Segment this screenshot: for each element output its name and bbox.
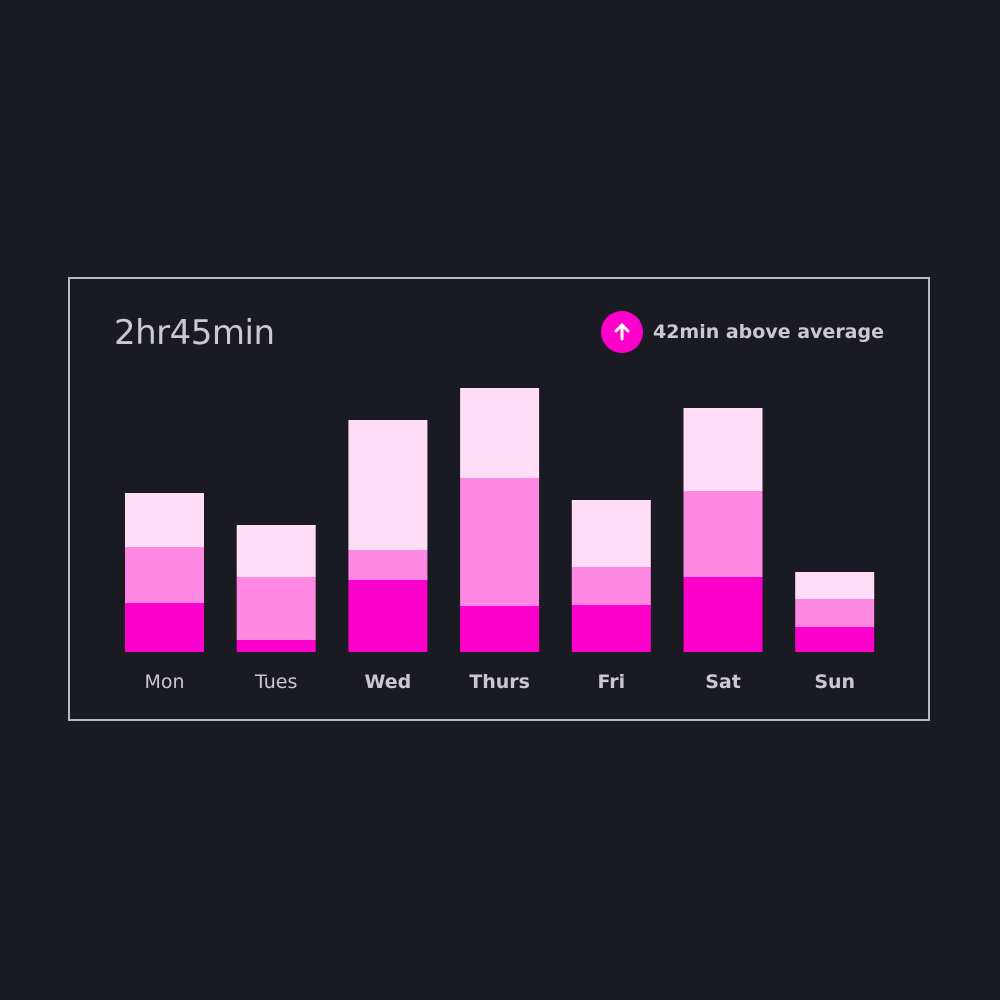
day-label-wed: Wed — [365, 671, 412, 693]
bar-fri-segment-2 — [571, 567, 651, 605]
day-label-mon: Mon — [144, 671, 184, 693]
day-label-thurs: Thurs — [469, 671, 530, 693]
bar-sat-segment-2 — [683, 491, 763, 577]
bar-wed-segment-2 — [348, 550, 428, 580]
bar-fri-segment-3 — [571, 500, 651, 567]
comparison-badge: 42min above average — [600, 311, 884, 353]
bar-thurs-segment-3 — [460, 388, 540, 478]
bar-sun-segment-3 — [795, 572, 875, 599]
bar-mon-segment-3 — [125, 493, 204, 547]
stacked-bar-chart: Mon Tues Wed Thurs Fri Sat Sun — [125, 388, 875, 693]
bar-tues-segment-1 — [236, 640, 316, 652]
bar-tues-segment-2 — [236, 577, 316, 640]
bar-sat-segment-3 — [683, 408, 763, 491]
bar-sun-segment-2 — [795, 599, 875, 627]
bar-wed-segment-1 — [348, 580, 428, 652]
day-label-fri: Fri — [597, 671, 625, 693]
total-time: 2hr45min — [114, 313, 275, 353]
bar-fri-segment-1 — [571, 605, 651, 652]
day-label-tues: Tues — [254, 671, 297, 693]
bar-mon-segment-1 — [125, 603, 204, 652]
day-label-sat: Sat — [705, 671, 741, 693]
chart-card: 2hr45min 42min above average Mon Tues Wed T… — [68, 277, 930, 721]
arrow-up-icon — [600, 311, 643, 353]
bar-sat-segment-1 — [683, 577, 763, 652]
bar-thurs-segment-1 — [460, 606, 540, 652]
arrow-up-glyph — [614, 323, 630, 341]
bar-thurs-segment-2 — [460, 478, 540, 606]
comparison-text: 42min above average — [652, 321, 884, 343]
bar-mon-segment-2 — [125, 547, 204, 603]
day-label-sun: Sun — [814, 671, 855, 693]
bar-sun-segment-1 — [795, 627, 875, 652]
bar-tues-segment-3 — [236, 525, 316, 577]
bar-wed-segment-3 — [348, 420, 428, 550]
